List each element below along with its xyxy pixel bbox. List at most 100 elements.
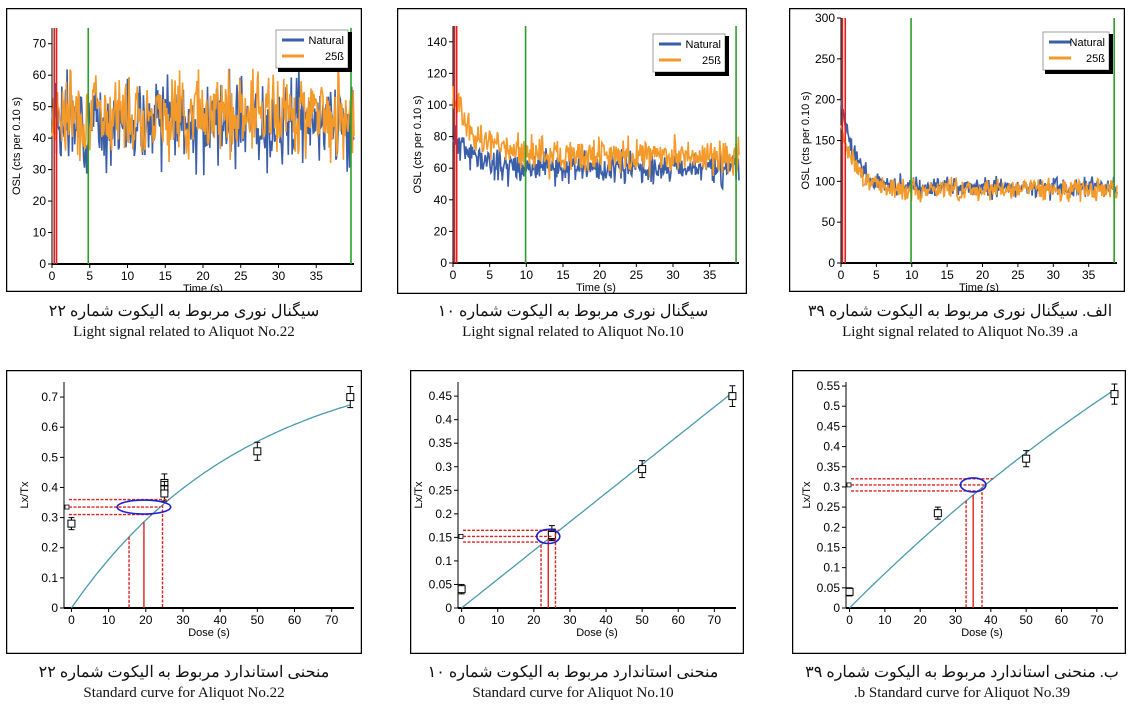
x-tick-label: 20	[139, 613, 153, 627]
data-point	[728, 392, 737, 401]
x-tick-label: 30	[176, 613, 190, 627]
x-tick-label: 60	[288, 613, 302, 627]
y-axis-title: OSL (cts per 0.10 s)	[800, 91, 812, 189]
y-tick-label: 150	[815, 134, 835, 148]
y-tick-label: 0.2	[435, 507, 452, 521]
chart-signal-39: 0 5 10 15 20 25 30 35 0 50 100 150 200 250 300 Time (s)…	[788, 7, 1126, 297]
legend-label: 25ß	[325, 51, 344, 63]
y-tick-label: 0.1	[41, 571, 58, 585]
y-tick-label: 20	[33, 194, 47, 208]
x-tick-label: 35	[310, 269, 324, 283]
y-axis-title: Lx/Tx	[19, 481, 31, 508]
y-tick-label: 0.1	[435, 554, 452, 568]
x-tick-label: 70	[325, 613, 339, 627]
legend-shadow	[1045, 70, 1113, 74]
x-tick-label: 60	[672, 613, 686, 627]
x-axis-title: Time (s)	[959, 282, 999, 292]
y-tick-label: 0.5	[41, 450, 58, 464]
y-tick-label: 0.3	[823, 480, 840, 494]
y-tick-label: 70	[33, 37, 47, 51]
x-tick-label: 30	[272, 269, 286, 283]
x-tick-label: 40	[599, 613, 613, 627]
x-tick-label: 15	[556, 268, 570, 282]
y-tick-label: 0.2	[823, 520, 840, 534]
caption-en: Standard curve for Aliquot No.10	[472, 685, 674, 701]
y-tick-label: 0.1	[823, 561, 840, 575]
x-tick-label: 0	[68, 613, 75, 627]
x-tick-label: 0	[846, 613, 853, 627]
y-tick-label: 0	[445, 601, 452, 615]
y-tick-label: 50	[822, 215, 836, 229]
x-axis-title: Dose (s)	[188, 627, 230, 639]
intersection-ellipse	[535, 528, 561, 545]
x-tick-label: 25	[630, 268, 644, 282]
caption-signal-10: سیگنال نوری مربوط به الیکوت شماره ۱۰ Lig…	[403, 302, 743, 342]
y-tick-label: 0	[440, 256, 447, 270]
caption-en: Light signal related to Aliquot No.22	[73, 324, 295, 340]
x-tick-label: 0	[458, 613, 465, 627]
y-tick-label: 60	[434, 161, 448, 175]
x-tick-label: 70	[1090, 613, 1104, 627]
chart-signal-22: 0 5 10 15 20 25 30 35 0 10 20 30 40 50 60 70 Time (s) OSL…	[5, 7, 363, 297]
x-tick-label: 10	[905, 268, 919, 282]
x-tick-label: 40	[984, 613, 998, 627]
caption-en: .b Standard curve for Aliquot No.39	[853, 685, 1071, 701]
y-tick-label: 0.55	[817, 379, 841, 393]
y-tick-label: 20	[434, 224, 448, 238]
data-point	[845, 587, 854, 596]
y-tick-label: 300	[815, 11, 835, 25]
y-tick-label: 0	[51, 601, 58, 615]
x-tick-label: 20	[914, 613, 928, 627]
caption-curve-39: ب. منحنی استاندارد مربوط به الیکوت شماره…	[792, 663, 1132, 703]
data-point	[253, 447, 262, 456]
y-tick-label: 0	[833, 601, 840, 615]
caption-fa: منحنی استاندارد مربوط به الیکوت شماره ۱۰	[427, 664, 719, 681]
panel-border	[409, 369, 745, 655]
y-tick-label: 0.15	[429, 530, 453, 544]
y-tick-label: 80	[434, 130, 448, 144]
legend-shadow	[725, 36, 729, 74]
y-tick-label: 0.2	[41, 541, 58, 555]
caption-en: Light signal related to Aliquot No.39 .a	[842, 324, 1078, 340]
x-axis-title: Dose (s)	[961, 627, 1003, 639]
legend-label: Natural	[309, 35, 344, 47]
y-axis-title: OSL (cts per 0.10 s)	[11, 97, 23, 195]
x-tick-label: 70	[708, 613, 722, 627]
y-tick-label: 40	[434, 193, 448, 207]
chart-signal-10: 0 5 10 15 20 25 30 35 0 20 40 60 80 100 120 140 Time (s)…	[396, 7, 748, 299]
panel-border	[5, 369, 363, 655]
x-tick-label: 5	[486, 268, 493, 282]
y-axis-title: Lx/Tx	[413, 481, 425, 508]
series-line	[452, 85, 740, 180]
y-tick-label: 0.45	[817, 419, 841, 433]
y-tick-label: 0.35	[429, 436, 453, 450]
caption-fa: سیگنال نوری مربوط به الیکوت شماره ۱۰	[437, 303, 709, 320]
caption-curve-22: منحنی استاندارد مربوط به الیکوت شماره ۲۲…	[14, 663, 354, 703]
y-tick-label: 100	[427, 98, 447, 112]
y-tick-label: 0.4	[435, 413, 452, 427]
x-tick-label: 10	[491, 613, 505, 627]
fit-curve	[461, 392, 733, 609]
caption-curve-10: منحنی استاندارد مربوط به الیکوت شماره ۱۰…	[403, 663, 743, 703]
x-tick-label: 10	[121, 269, 135, 283]
x-tick-label: 30	[563, 613, 577, 627]
y-tick-label: 0.4	[823, 440, 840, 454]
y-tick-label: 120	[427, 66, 447, 80]
data-point	[67, 519, 76, 528]
x-tick-label: 0	[450, 268, 457, 282]
x-tick-label: 15	[940, 268, 954, 282]
caption-fa: منحنی استاندارد مربوط به الیکوت شماره ۲۲	[38, 664, 330, 681]
data-point	[1022, 454, 1031, 463]
x-tick-label: 30	[666, 268, 680, 282]
x-tick-label: 25	[1011, 268, 1025, 282]
y-tick-label: 140	[427, 35, 447, 49]
chart-curve-39: 0 10 20 30 40 50 60 70 0 0.05 0.1 0.15 0.2 0.25 0.3 0.3…	[791, 369, 1127, 659]
y-tick-label: 40	[33, 131, 47, 145]
x-tick-label: 35	[1082, 268, 1096, 282]
data-point	[933, 509, 942, 518]
x-tick-label: 40	[213, 613, 227, 627]
x-tick-label: 30	[949, 613, 963, 627]
y-tick-label: 250	[815, 52, 835, 66]
y-tick-label: 0.7	[41, 390, 58, 404]
y-tick-label: 0.05	[429, 577, 453, 591]
